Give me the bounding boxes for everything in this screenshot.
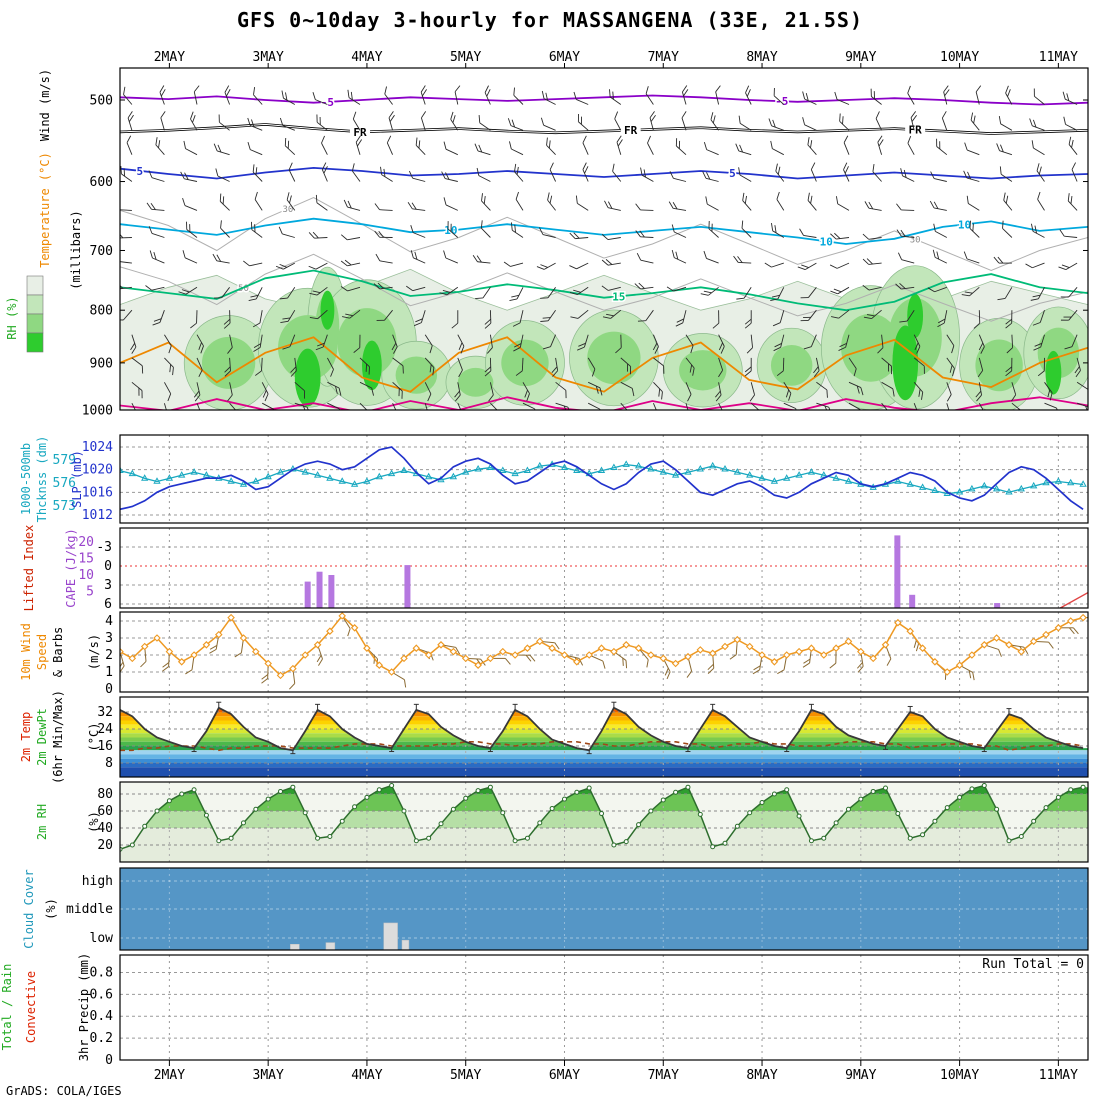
svg-text:0.4: 0.4 <box>90 1009 114 1024</box>
svg-text:20: 20 <box>97 838 113 853</box>
svg-text:4: 4 <box>105 614 113 629</box>
lifted-cape-panel <box>120 528 1088 608</box>
svg-text:80: 80 <box>97 787 113 802</box>
svg-text:4MAY: 4MAY <box>351 1068 382 1083</box>
svg-text:1024: 1024 <box>82 440 113 455</box>
svg-text:-5: -5 <box>321 96 334 109</box>
svg-text:2MAY: 2MAY <box>154 50 185 65</box>
svg-text:15: 15 <box>78 552 94 567</box>
ylabel-3hr-precip: 3hr Precip (mm) <box>77 952 91 1062</box>
svg-text:6MAY: 6MAY <box>549 50 580 65</box>
svg-text:60: 60 <box>97 804 113 819</box>
svg-text:500: 500 <box>90 94 113 109</box>
svg-text:1016: 1016 <box>82 485 113 500</box>
svg-text:FR: FR <box>909 124 923 137</box>
svg-text:FR: FR <box>624 124 638 137</box>
svg-text:10: 10 <box>820 235 833 248</box>
svg-text:1020: 1020 <box>82 463 113 478</box>
svg-text:1: 1 <box>105 665 113 680</box>
svg-text:0: 0 <box>105 682 113 697</box>
svg-text:8MAY: 8MAY <box>746 1068 777 1083</box>
slp-thickness-panel <box>120 435 1088 523</box>
svg-text:600: 600 <box>90 175 113 190</box>
svg-text:40: 40 <box>97 821 113 836</box>
ylabel-millibars: (millibars) <box>69 210 83 290</box>
svg-text:900: 900 <box>90 356 113 371</box>
svg-text:5: 5 <box>86 585 94 600</box>
ylabel-temperature: Temperature (°C) <box>38 152 52 268</box>
svg-text:0.8: 0.8 <box>90 965 113 980</box>
svg-text:3: 3 <box>105 631 113 646</box>
svg-text:573: 573 <box>53 499 76 514</box>
svg-text:15: 15 <box>612 290 625 303</box>
svg-text:579: 579 <box>53 453 76 468</box>
svg-text:9MAY: 9MAY <box>845 1068 876 1083</box>
svg-text:10MAY: 10MAY <box>940 50 979 65</box>
chart-title: GFS 0~10day 3-hourly for MASSANGENA (33E… <box>237 8 863 32</box>
svg-text:1000: 1000 <box>82 404 113 419</box>
svg-text:5MAY: 5MAY <box>450 50 481 65</box>
svg-text:0.6: 0.6 <box>90 987 113 1002</box>
svg-text:576: 576 <box>53 476 76 491</box>
svg-text:3: 3 <box>104 578 112 593</box>
cloud-panel <box>120 868 1088 951</box>
svg-text:700: 700 <box>90 244 113 259</box>
svg-text:30: 30 <box>282 205 293 215</box>
ylabel-total-rain: Total / Rain <box>0 963 14 1051</box>
run-total-label: Run Total = 0 <box>982 957 1084 972</box>
svg-text:32: 32 <box>97 705 113 720</box>
svg-text:0.2: 0.2 <box>90 1031 113 1046</box>
svg-text:middle: middle <box>66 902 113 917</box>
svg-text:3MAY: 3MAY <box>253 1068 284 1083</box>
svg-text:16: 16 <box>97 739 113 754</box>
svg-text:24: 24 <box>97 722 113 737</box>
svg-text:10: 10 <box>78 568 94 583</box>
ylabel-convective: Convective <box>24 970 38 1044</box>
svg-text:4MAY: 4MAY <box>351 50 382 65</box>
svg-text:8: 8 <box>105 756 113 771</box>
rh2m-panel <box>120 782 1088 862</box>
precip-panel <box>120 955 1088 1060</box>
svg-text:9MAY: 9MAY <box>845 50 876 65</box>
svg-text:2MAY: 2MAY <box>154 1068 185 1083</box>
svg-text:10: 10 <box>958 218 971 231</box>
svg-text:8MAY: 8MAY <box>746 50 777 65</box>
svg-text:5MAY: 5MAY <box>450 1068 481 1083</box>
svg-text:11MAY: 11MAY <box>1039 1068 1078 1083</box>
svg-text:5: 5 <box>729 167 736 180</box>
svg-text:0: 0 <box>104 559 112 574</box>
ylabel-cloud-pct: (%) <box>44 898 58 920</box>
svg-text:7MAY: 7MAY <box>648 1068 679 1083</box>
svg-text:11MAY: 11MAY <box>1039 50 1078 65</box>
svg-text:10MAY: 10MAY <box>940 1068 979 1083</box>
svg-text:6: 6 <box>104 597 112 612</box>
svg-text:7MAY: 7MAY <box>648 50 679 65</box>
temp2m-panel <box>120 697 1088 777</box>
svg-text:6MAY: 6MAY <box>549 1068 580 1083</box>
svg-text:3MAY: 3MAY <box>253 50 284 65</box>
svg-text:-3: -3 <box>96 540 112 555</box>
grads-credit: GrADS: COLA/IGES <box>6 1084 122 1098</box>
svg-text:5: 5 <box>136 165 143 178</box>
svg-text:0: 0 <box>105 1053 113 1068</box>
svg-text:800: 800 <box>90 304 113 319</box>
wind10m-panel <box>120 612 1088 692</box>
svg-text:FR: FR <box>353 126 367 139</box>
svg-text:2: 2 <box>105 648 113 663</box>
svg-text:1012: 1012 <box>82 508 113 523</box>
svg-text:20: 20 <box>78 535 94 550</box>
svg-text:low: low <box>90 931 114 946</box>
svg-text:high: high <box>82 874 113 889</box>
svg-text:-5: -5 <box>775 95 788 108</box>
